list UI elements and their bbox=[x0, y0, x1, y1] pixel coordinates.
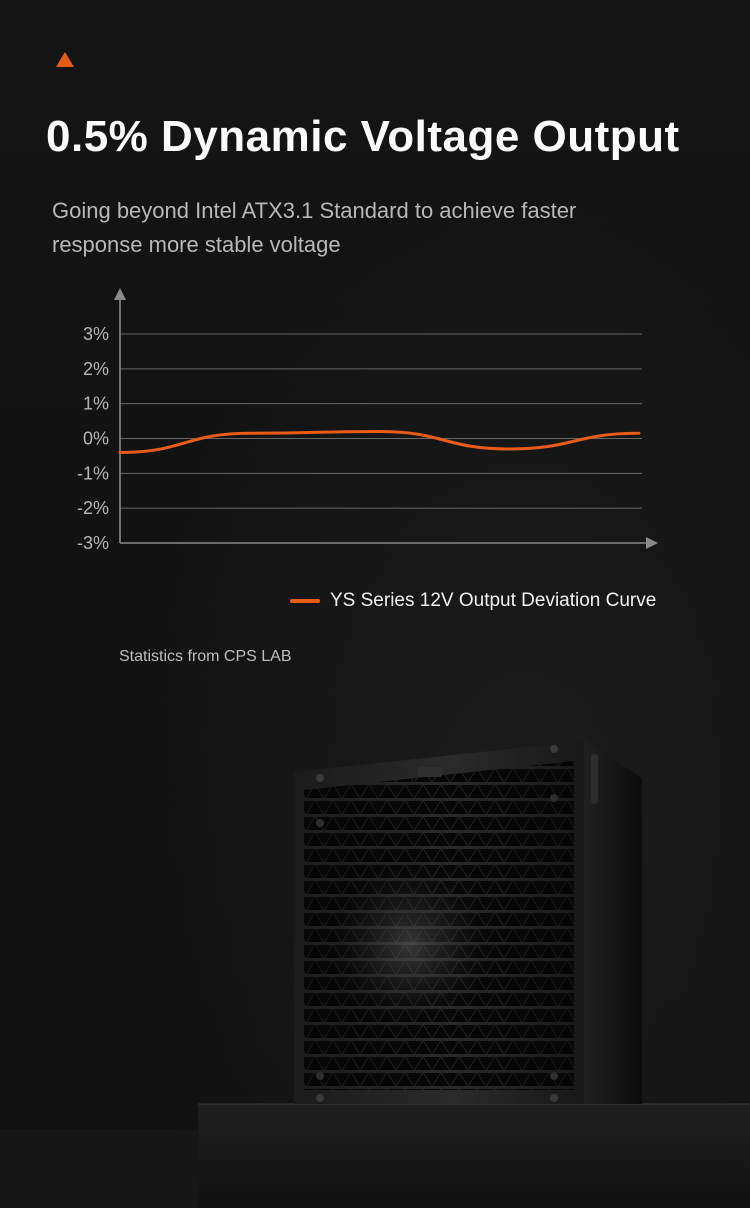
brand-logo-icon bbox=[418, 767, 442, 777]
source-note: Statistics from CPS LAB bbox=[119, 648, 292, 665]
y-tick-label: -3% bbox=[77, 533, 109, 553]
psu-side-panel bbox=[584, 741, 642, 1104]
series-line bbox=[118, 430, 641, 454]
legend-swatch bbox=[290, 599, 320, 603]
y-tick-label: 3% bbox=[83, 324, 109, 344]
legend-label: YS Series 12V Output Deviation Curve bbox=[330, 590, 657, 611]
y-axis-arrow-icon bbox=[114, 288, 126, 300]
chart-y-ticks: 3% 2% 1% 0% -1% -2% -3% bbox=[77, 324, 109, 553]
y-tick-label: 1% bbox=[83, 394, 109, 414]
chart-series bbox=[118, 430, 641, 454]
psu-mounting-screws bbox=[316, 745, 558, 1102]
page-title: 0.5% Dynamic Voltage Output bbox=[46, 112, 680, 161]
background-floor bbox=[0, 1130, 210, 1208]
display-stand bbox=[198, 1104, 750, 1208]
page-subtitle: Going beyond Intel ATX3.1 Standard to ac… bbox=[52, 198, 577, 257]
chart-legend: YS Series 12V Output Deviation Curve bbox=[290, 590, 656, 612]
y-tick-label: 0% bbox=[83, 429, 109, 449]
x-axis-arrow-icon bbox=[646, 537, 658, 549]
y-tick-label: -2% bbox=[77, 498, 109, 518]
triangle-up-icon bbox=[56, 52, 74, 67]
y-tick-label: -1% bbox=[77, 463, 109, 483]
chart-axes bbox=[114, 288, 658, 549]
psu-fan-icon bbox=[322, 857, 498, 1033]
voltage-deviation-chart: 3% 2% 1% 0% -1% -2% -3% bbox=[77, 288, 658, 553]
psu-power-switch bbox=[591, 754, 598, 804]
y-tick-label: 2% bbox=[83, 359, 109, 379]
